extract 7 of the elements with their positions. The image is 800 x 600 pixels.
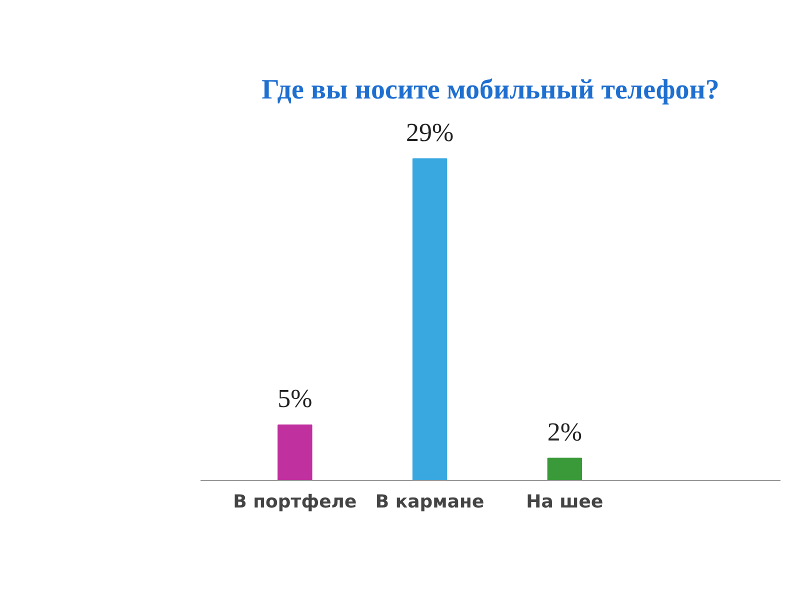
x-tick-label: На шее	[526, 492, 604, 512]
data-label: 5%	[278, 384, 312, 414]
data-label: 29%	[406, 118, 454, 147]
chart-title: Где вы носите мобильный телефон?	[262, 74, 720, 106]
data-label: 2%	[547, 417, 582, 446]
x-tick-label: В кармане	[375, 492, 484, 512]
x-tick-label: В портфеле	[233, 492, 357, 512]
